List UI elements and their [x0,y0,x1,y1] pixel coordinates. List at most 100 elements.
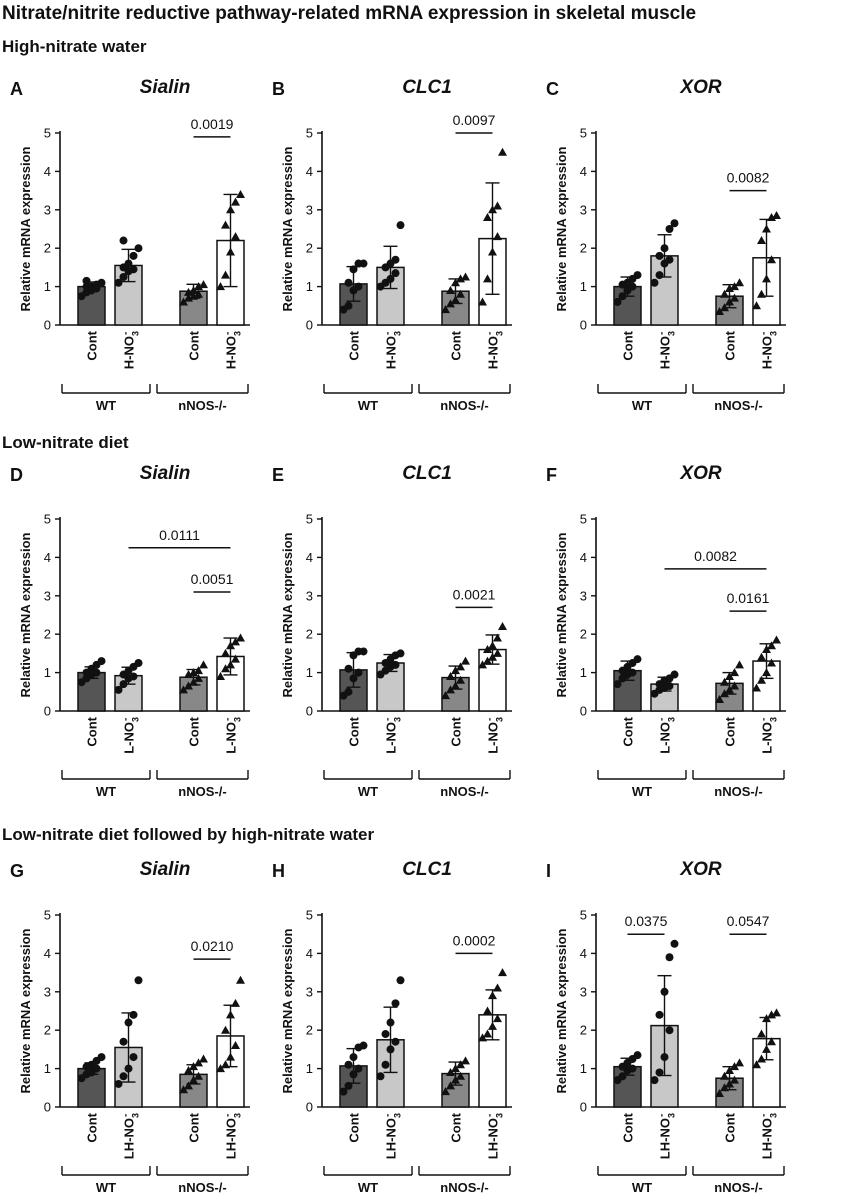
data-point [134,244,143,253]
data-point [391,255,400,264]
data-point [349,265,358,274]
data-point [129,251,138,260]
y-tick-label: 1 [580,279,587,294]
y-tick-label: 1 [44,279,51,294]
p-value-label: 0.0547 [727,913,770,929]
y-tick-label: 1 [44,1061,51,1076]
data-point [226,1010,235,1019]
x-category-label: Cont [187,1112,202,1142]
data-point [451,1075,460,1084]
data-point [344,301,353,310]
data-point [221,1060,230,1069]
x-category-label: Cont [449,1112,464,1142]
y-tick-label: 0 [44,704,51,719]
data-point [493,983,502,992]
group-label: WT [358,784,378,799]
data-point [493,648,502,657]
y-tick-label: 5 [44,126,51,141]
data-point [221,1025,230,1034]
data-point [665,225,674,233]
data-point [231,998,240,1007]
data-point [119,1072,128,1081]
x-category-label: Cont [85,1112,100,1142]
y-tick-label: 5 [580,126,587,141]
data-point [735,278,744,287]
data-point [483,645,492,654]
data-point [194,289,203,298]
data-point [628,1064,637,1073]
y-tick-label: 5 [306,126,313,141]
data-point [446,285,455,294]
category-main-text: Cont [621,1112,636,1142]
category-superscript: - [656,332,667,335]
category-main-text: L-NO [122,722,137,754]
data-point [354,1064,363,1073]
chart-panel-h: H CLC1 Relative mRNA expression 0 1 2 3 4 5 0.000… [272,859,512,1195]
category-superscript: - [758,1114,769,1117]
group-label: WT [96,398,116,413]
data-point [451,1064,460,1073]
x-category-label: Cont [85,330,100,360]
x-category-label: Cont [723,716,738,746]
data-point [194,666,203,675]
p-value-label: 0.0082 [727,170,770,186]
panel-gene-title-a: Sialin [140,77,191,98]
data-point [446,1067,455,1076]
category-superscript: - [120,1114,131,1117]
data-point [184,1066,193,1075]
data-point [650,278,659,287]
data-point [129,1053,138,1062]
data-point [660,987,669,996]
category-main-text: Cont [187,330,202,360]
y-tick-label: 0 [306,318,313,333]
group-label: nNOS-/- [178,1180,226,1195]
category-main-text: LH-NO [760,1118,775,1159]
data-point [757,652,766,661]
y-tick-label: 3 [580,984,587,999]
data-point [762,1044,771,1053]
data-point [216,671,225,680]
data-point [613,680,622,689]
data-point [124,1064,133,1073]
category-main-text: LH-NO [224,1118,239,1159]
p-value-label: 0.0021 [453,586,496,602]
category-main-text: Cont [347,716,362,746]
category-main-text: L-NO [384,722,399,754]
category-superscript: - [382,332,393,335]
data-point [381,1030,390,1039]
data-point [655,1068,664,1077]
x-category-label: Cont [347,330,362,360]
category-main-text: Cont [621,716,636,746]
data-point [441,1087,450,1096]
data-point [446,671,455,680]
data-point [381,1060,390,1069]
data-point [767,1037,776,1046]
x-category-label: Cont [85,716,100,746]
data-point [231,197,240,206]
group-label: WT [358,398,378,413]
group-label: WT [96,784,116,799]
category-subscript: 3 [495,331,505,336]
data-point [396,976,405,985]
data-point [633,655,642,664]
category-superscript: - [222,718,233,721]
data-point [97,1053,106,1062]
data-point [762,1014,771,1023]
data-point [231,1041,240,1050]
group-label: WT [632,1180,652,1195]
panel-letter-a: A [10,79,23,99]
data-point [767,255,776,264]
data-point [376,1072,385,1081]
x-category-label: L-NO3- [382,717,403,754]
data-point [134,659,143,667]
data-point [478,297,487,306]
panel-gene-title-b: CLC1 [402,77,452,98]
data-point [488,641,497,650]
y-tick-label: 4 [306,550,313,565]
data-point [456,289,465,298]
chart-panel-a: A Sialin Relative mRNA expression 0 1 2 3 4 5 0.0… [10,77,250,413]
category-main-text: Cont [449,330,464,360]
data-point [670,939,679,948]
data-point [446,299,455,308]
data-point [349,1070,358,1079]
